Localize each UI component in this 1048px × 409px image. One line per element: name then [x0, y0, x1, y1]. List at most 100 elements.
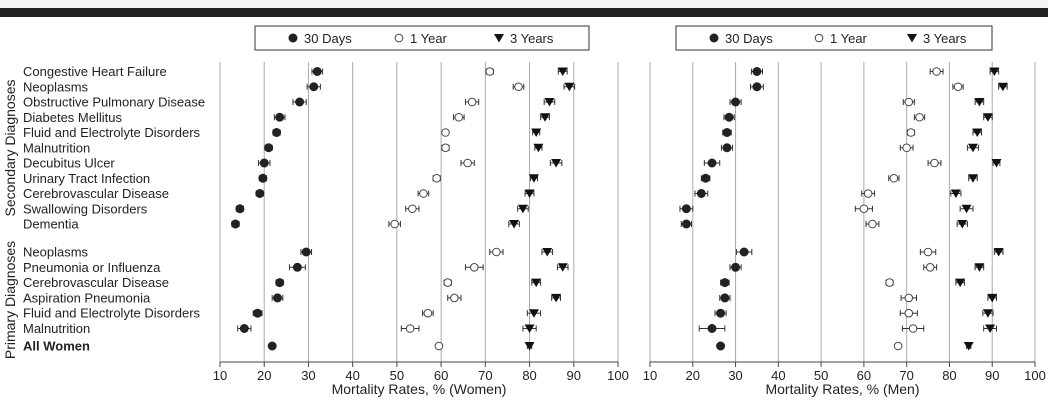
data-point: [275, 278, 285, 288]
marker-1-year: [514, 82, 523, 92]
data-point: [991, 159, 1002, 168]
data-point: [899, 308, 918, 318]
data-point: [300, 247, 313, 257]
marker-3-years: [967, 174, 978, 183]
tick-label: 80: [942, 368, 956, 383]
data-point: [865, 219, 880, 229]
data-point: [694, 189, 709, 198]
data-point: [906, 128, 916, 137]
marker-3-years: [950, 189, 961, 198]
group-label-secondary: Secondary Diagnoses: [2, 80, 18, 217]
data-point: [464, 97, 480, 107]
marker-3-years: [557, 263, 568, 272]
tick-label: 70: [478, 368, 492, 383]
marker-3-years: [993, 248, 1004, 257]
row-label: Malnutrition: [23, 321, 90, 336]
marker-3-years: [528, 309, 539, 318]
data-point: [522, 324, 537, 333]
marker-1-year: [492, 247, 501, 257]
tick-label: 50: [390, 368, 404, 383]
data-point: [432, 173, 441, 183]
row-label: Congestive Heart Failure: [23, 64, 167, 79]
legend-label: 30 Days: [725, 31, 773, 46]
legend-label: 30 Days: [304, 31, 352, 46]
data-point: [235, 204, 245, 214]
row-label: Diabetes Mellitus: [23, 110, 122, 125]
marker-30-days: [722, 128, 732, 137]
data-point: [288, 262, 306, 272]
data-point: [531, 128, 542, 137]
tick-label: 40: [345, 368, 359, 383]
marker-30-days: [720, 293, 730, 303]
marker-30-days: [707, 324, 717, 333]
marker-3-years: [524, 324, 535, 333]
row-label: Malnutrition: [23, 140, 90, 155]
data-point: [950, 189, 962, 198]
data-point: [543, 98, 556, 107]
data-point: [292, 97, 307, 107]
marker-3-years: [531, 278, 542, 288]
marker-3-years: [991, 159, 1002, 168]
row-label: Obstructive Pulmonary Disease: [23, 95, 205, 110]
x-axis-label: Mortality Rates, % (Women): [332, 381, 507, 397]
marker-3-years: [987, 293, 998, 303]
legend-box: [254, 25, 590, 51]
marker-3-years: [997, 82, 1008, 92]
marker-3-years: [551, 159, 562, 168]
row-label: Neoplasms: [23, 245, 89, 260]
marker-30-days: [239, 324, 249, 333]
marker-30-days: [288, 33, 298, 43]
marker-30-days: [255, 189, 265, 198]
data-point: [735, 247, 753, 257]
data-point: [524, 189, 535, 198]
marker-30-days: [292, 262, 302, 272]
marker-3-years: [957, 220, 968, 229]
marker-1-year: [859, 204, 869, 214]
row-label: Fluid and Electrolyte Disorders: [23, 125, 201, 140]
data-point: [729, 262, 742, 272]
data-point: [508, 220, 520, 229]
data-point: [987, 293, 998, 303]
data-point: [955, 278, 966, 288]
row-label: Aspiration Pneumonia: [23, 290, 151, 305]
marker-1-year: [814, 33, 824, 43]
marker-30-days: [696, 189, 706, 198]
data-point: [902, 97, 915, 107]
tick-label: 90: [567, 368, 581, 383]
marker-1-year: [868, 219, 877, 229]
data-point: [526, 309, 542, 318]
data-point: [531, 278, 542, 288]
marker-3-years: [524, 342, 535, 351]
data-point: [885, 278, 894, 287]
tick-label: 70: [899, 368, 913, 383]
panel-men: 10 20 30 40 50 60 70 80 90 100 Mortality Rates, % …: [643, 25, 1046, 397]
marker-30-days: [272, 293, 282, 303]
marker-3-years: [955, 278, 966, 288]
marker-30-days: [707, 158, 717, 168]
marker-3-years: [982, 309, 993, 318]
data-point: [956, 220, 968, 229]
marker-3-years: [542, 248, 553, 257]
marker-30-days: [272, 128, 282, 137]
marker-3-years: [974, 98, 985, 107]
data-point: [441, 143, 450, 153]
data-point: [443, 278, 453, 287]
data-point: [900, 293, 918, 303]
data-point: [993, 248, 1004, 257]
row-label: Swallowing Disorders: [23, 201, 148, 216]
data-point: [901, 324, 925, 333]
marker-1-year: [419, 189, 428, 198]
data-point: [716, 341, 726, 351]
data-point: [703, 158, 721, 168]
data-point: [524, 342, 535, 351]
data-point: [464, 263, 484, 272]
data-point: [517, 204, 529, 214]
marker-30-days: [716, 308, 726, 318]
data-point: [257, 158, 271, 168]
marker-1-year: [902, 143, 911, 153]
data-point: [237, 324, 252, 333]
data-point: [913, 112, 926, 122]
data-point: [893, 341, 903, 351]
marker-30-days: [681, 204, 691, 214]
